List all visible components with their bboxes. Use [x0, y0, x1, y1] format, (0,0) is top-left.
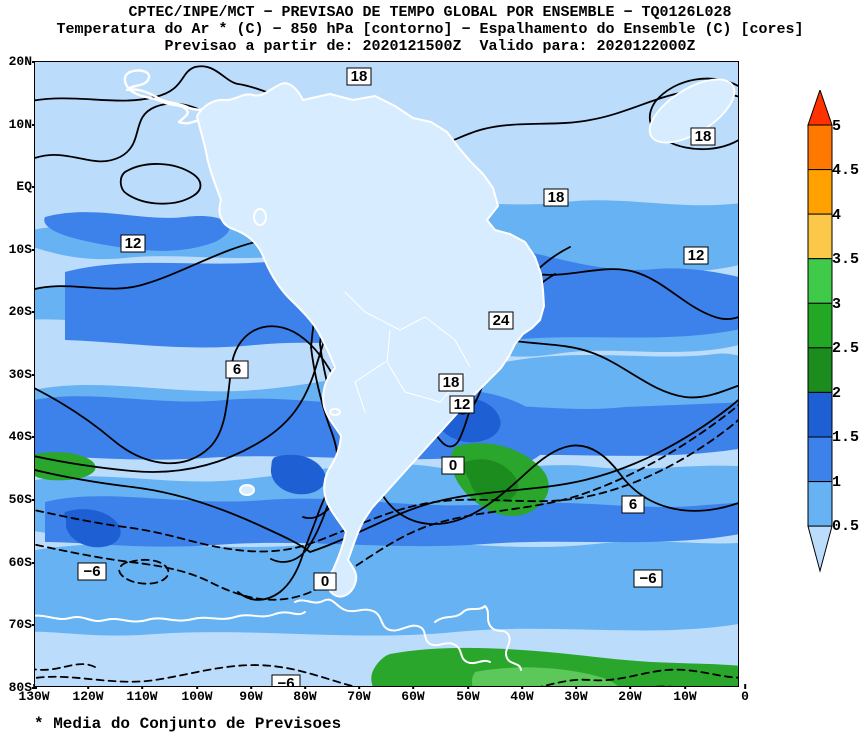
- svg-text:0: 0: [449, 457, 457, 474]
- svg-text:−6: −6: [83, 563, 100, 580]
- svg-text:18: 18: [695, 128, 712, 145]
- svg-text:12: 12: [125, 235, 142, 252]
- svg-text:24: 24: [493, 312, 510, 329]
- svg-text:18: 18: [443, 374, 460, 391]
- svg-text:−6: −6: [639, 570, 656, 587]
- svg-text:−6: −6: [277, 675, 294, 687]
- svg-text:12: 12: [688, 247, 705, 264]
- svg-text:6: 6: [629, 496, 637, 513]
- svg-text:18: 18: [351, 68, 368, 85]
- svg-text:6: 6: [233, 361, 241, 378]
- svg-text:12: 12: [454, 396, 471, 413]
- svg-text:18: 18: [548, 189, 565, 206]
- svg-text:0: 0: [321, 573, 329, 590]
